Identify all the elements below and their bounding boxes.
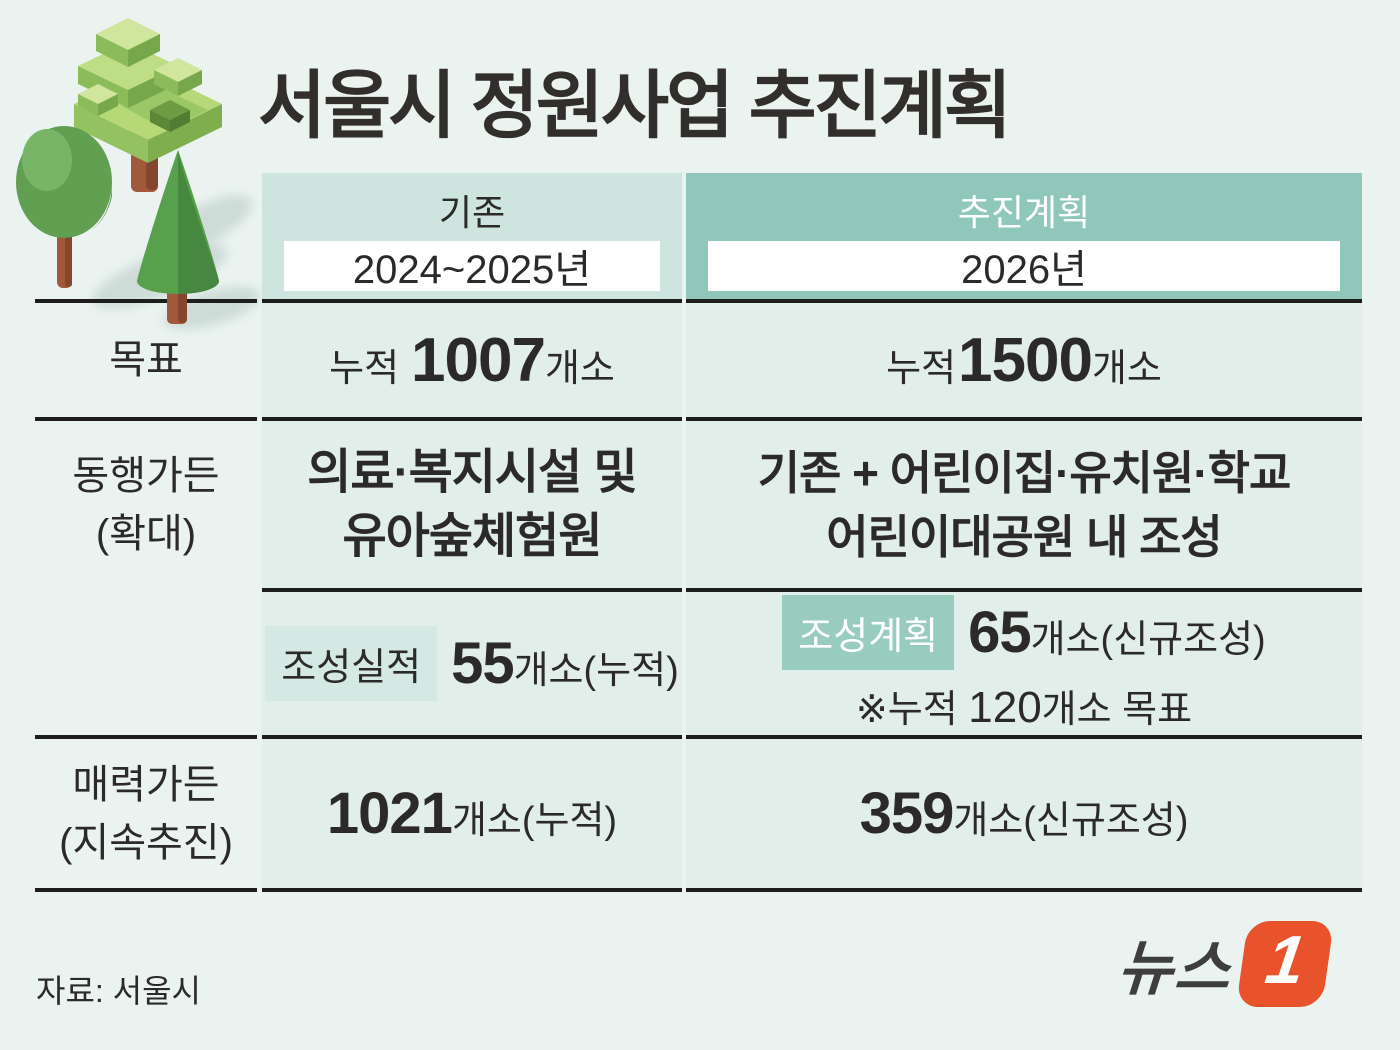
- news1-logo: 뉴스 1: [1115, 920, 1335, 1007]
- goal-plan-cell: 누적 1500 개소: [686, 303, 1362, 417]
- goal-existing-cell: 누적 1007 개소: [262, 303, 682, 417]
- result-unit: 개소(누적): [513, 650, 679, 692]
- source-credit: 자료: 서울시: [36, 973, 201, 1009]
- voxel-tree: [74, 18, 222, 192]
- companion-existing-result-cell: 조성실적 55 개소(누적): [262, 592, 682, 735]
- rule-label-goal: [35, 417, 257, 421]
- goal-plan-value: 1500: [958, 325, 1093, 395]
- attraction-existing-value: 1021: [326, 781, 453, 846]
- goal-existing-unit: 개소: [544, 347, 615, 390]
- goal-plan-prefix: 누적: [886, 347, 957, 390]
- rule-col2-companion: [686, 735, 1362, 739]
- rule-col2-sub: [686, 588, 1362, 592]
- rule-col1-header: [262, 299, 682, 303]
- plan-value: 65: [968, 599, 1032, 665]
- plan-unit: 개소(신규조성): [1030, 618, 1266, 661]
- companion-existing-line2: 유아숲체험원: [342, 509, 603, 563]
- period-existing: 2024~2025년: [284, 241, 660, 292]
- rule-label-companion: [35, 735, 257, 739]
- companion-plan-cell: 기존 + 어린이집·유치원·학교 어린이대공원 내 조성: [686, 421, 1362, 588]
- column-header-plan: 추진계획: [957, 192, 1091, 233]
- column-body-existing-bg: [262, 303, 682, 888]
- result-badge: 조성실적: [265, 626, 438, 701]
- companion-plan-result-cell: 조성계획 65 개소(신규조성) ※누적 120개소 목표: [686, 592, 1362, 735]
- result-value: 55: [451, 631, 515, 696]
- plan-note: ※누적 120개소 목표: [856, 678, 1192, 733]
- rule-col2-goal: [686, 417, 1362, 421]
- rule-col2-header: [686, 299, 1362, 303]
- news1-logo-text: 뉴스: [1115, 935, 1235, 1002]
- news1-logo-number: 1: [1261, 921, 1311, 998]
- companion-plan-line2: 어린이대공원 내 조성: [826, 510, 1222, 563]
- row-label-attraction-garden: 매력가든 (지속추진): [35, 739, 257, 888]
- page-title: 서울시 정원사업 추진계획: [258, 64, 1012, 147]
- rule-col1-companion: [262, 735, 682, 739]
- plan-note-value: 120: [968, 682, 1042, 732]
- round-tree: [16, 126, 113, 288]
- rule-col2-bottom: [686, 888, 1362, 892]
- isometric-trees-illustration: [16, 18, 222, 324]
- attraction-plan-cell: 359 개소(신규조성): [686, 739, 1362, 888]
- companion-label-line1: 동행가든: [72, 453, 220, 498]
- rule-col1-goal: [262, 417, 682, 421]
- attraction-existing-unit: 개소(누적): [451, 800, 618, 842]
- attraction-existing-cell: 1021 개소(누적): [262, 739, 682, 888]
- plan-badge: 조성계획: [782, 594, 955, 670]
- pine-tree: [137, 150, 219, 324]
- plan-note-prefix: ※누적: [855, 688, 969, 731]
- attraction-plan-value: 359: [859, 781, 955, 846]
- attraction-label-line1: 매력가든: [72, 762, 220, 807]
- rule-label-bottom: [35, 888, 257, 892]
- companion-plan-line1: 기존 + 어린이집·유치원·학교: [757, 446, 1292, 499]
- companion-label-line2: (확대): [95, 511, 197, 556]
- rule-label-header: [35, 299, 257, 303]
- plan-note-suffix: 개소 목표: [1041, 688, 1193, 731]
- goal-existing-prefix: 누적: [329, 347, 400, 390]
- column-header-existing: 기존: [438, 192, 506, 233]
- goal-plan-unit: 개소: [1091, 347, 1162, 390]
- period-plan: 2026년: [708, 241, 1340, 292]
- news1-logo-mark: 1: [1236, 920, 1335, 1007]
- companion-existing-cell: 의료·복지시설 및 유아숲체험원: [262, 421, 682, 588]
- rule-col1-sub: [262, 588, 682, 592]
- row-label-goal: 목표: [109, 338, 183, 382]
- companion-existing-line1: 의료·복지시설 및: [307, 445, 637, 499]
- attraction-label-line2: (지속추진): [59, 820, 233, 865]
- goal-existing-value: 1007: [411, 325, 546, 395]
- rule-col1-bottom: [262, 888, 682, 892]
- attraction-plan-unit: 개소(신규조성): [953, 800, 1189, 842]
- row-label-companion-garden: 동행가든 (확대): [35, 421, 257, 588]
